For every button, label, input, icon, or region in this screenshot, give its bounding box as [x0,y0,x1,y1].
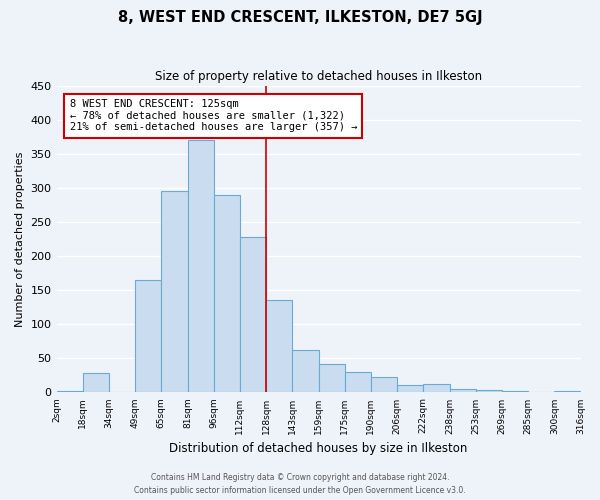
Bar [135,280,161,392]
Bar [56,391,83,392]
Bar [371,378,397,392]
Bar [397,385,424,392]
Title: Size of property relative to detached houses in Ilkeston: Size of property relative to detached ho… [155,70,482,83]
Bar [188,140,214,392]
Bar [292,350,319,393]
Bar [345,372,371,392]
Bar [266,300,292,392]
Bar [554,391,580,392]
Bar [476,390,502,392]
Bar [240,237,266,392]
Bar [214,194,240,392]
Text: 8 WEST END CRESCENT: 125sqm
← 78% of detached houses are smaller (1,322)
21% of : 8 WEST END CRESCENT: 125sqm ← 78% of det… [70,99,357,132]
X-axis label: Distribution of detached houses by size in Ilkeston: Distribution of detached houses by size … [169,442,468,455]
Bar [161,192,188,392]
Bar [424,384,449,392]
Bar [83,374,109,392]
Bar [502,391,528,392]
Bar [319,364,345,392]
Text: Contains HM Land Registry data © Crown copyright and database right 2024.
Contai: Contains HM Land Registry data © Crown c… [134,474,466,495]
Text: 8, WEST END CRESCENT, ILKESTON, DE7 5GJ: 8, WEST END CRESCENT, ILKESTON, DE7 5GJ [118,10,482,25]
Y-axis label: Number of detached properties: Number of detached properties [15,152,25,326]
Bar [449,389,476,392]
